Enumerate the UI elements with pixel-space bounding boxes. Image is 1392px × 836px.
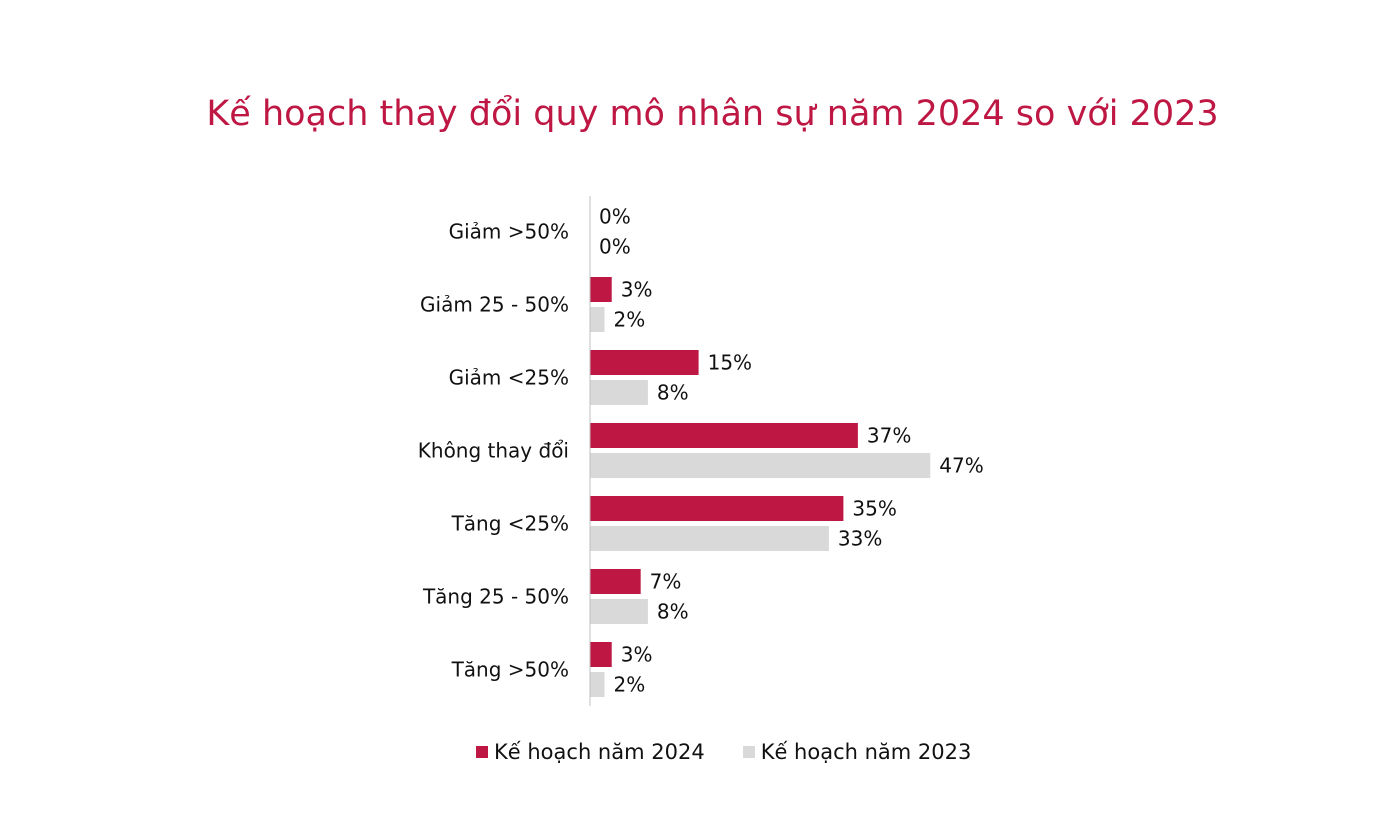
bar-2023: [590, 672, 605, 697]
data-label-2024: 15%: [708, 351, 752, 375]
data-label-2024: 7%: [650, 570, 682, 594]
data-label-2023: 0%: [599, 235, 631, 259]
bar-2024: [590, 569, 641, 594]
category-label: Giảm 25 - 50%: [420, 293, 569, 317]
category-label: Không thay đổi: [418, 439, 569, 463]
bar-2023: [590, 526, 829, 551]
data-label-2024: 0%: [599, 205, 631, 229]
data-label-2024: 3%: [621, 278, 653, 302]
data-label-2023: 47%: [939, 454, 983, 478]
legend-label-2023: Kế hoạch năm 2023: [760, 740, 972, 764]
data-label-2023: 33%: [838, 527, 882, 551]
bar-2024: [590, 642, 612, 667]
bar-2023: [590, 599, 648, 624]
bar-2023: [590, 453, 931, 478]
legend: Kế hoạch năm 2024 Kế hoạch năm 2023: [476, 740, 971, 764]
legend-swatch-2023: [742, 746, 755, 758]
legend-label-2024: Kế hoạch năm 2024: [494, 740, 705, 764]
category-label: Giảm <25%: [449, 366, 569, 390]
chart-title: Kế hoạch thay đổi quy mô nhân sự năm 202…: [206, 94, 1219, 134]
data-label-2024: 35%: [852, 497, 896, 521]
legend-item-2024: Kế hoạch năm 2024: [476, 740, 705, 764]
data-label-2023: 2%: [613, 308, 645, 332]
bar-2024: [590, 496, 844, 521]
bar-2024: [590, 277, 612, 302]
category-label: Giảm >50%: [449, 220, 569, 244]
bar-2023: [590, 380, 648, 405]
data-label-2024: 3%: [621, 643, 653, 667]
category-label: Tăng 25 - 50%: [422, 585, 569, 609]
data-label-2023: 8%: [657, 381, 689, 405]
bar-2024: [590, 350, 699, 375]
bar-2024: [590, 423, 858, 448]
category-label: Tăng <25%: [451, 512, 569, 536]
data-label-2023: 8%: [657, 600, 689, 624]
legend-item-2023: Kế hoạch năm 2023: [742, 740, 972, 764]
bars-group: Giảm >50% 0% 0% Giảm 25 - 50% 3% 2% Giảm <25% 1…: [418, 205, 984, 697]
bar-2023: [590, 307, 605, 332]
data-label-2024: 37%: [867, 424, 911, 448]
legend-swatch-2024: [476, 746, 488, 758]
category-label: Tăng >50%: [451, 658, 569, 682]
data-label-2023: 2%: [613, 673, 645, 697]
